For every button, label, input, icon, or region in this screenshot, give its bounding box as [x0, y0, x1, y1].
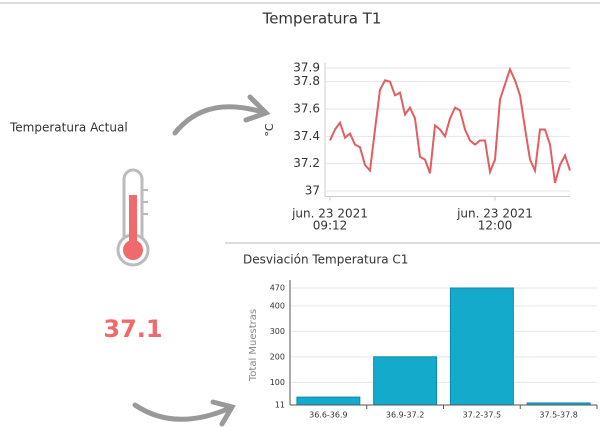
x-tick-label: jun. 23 2021 12:00 [456, 206, 533, 232]
y-tick-label: 37.9 [293, 60, 320, 74]
y-tick-label: 37.2 [293, 156, 320, 170]
chart-title: Desviación Temperatura C1 [243, 253, 408, 267]
y-axis-label: °C [263, 123, 276, 137]
x-tick-label: 36.9-37.2 [386, 411, 425, 420]
x-tick-label: 37.2-37.5 [463, 411, 502, 420]
thermometer-icon [116, 168, 150, 267]
page-title: Temperatura T1 [262, 10, 382, 28]
arrow-top [172, 94, 271, 136]
bar [449, 287, 514, 406]
y-tick-label: 200 [270, 352, 285, 361]
line-series [329, 66, 571, 184]
y-tick-label: 37.4 [293, 129, 320, 143]
bar [296, 396, 361, 406]
x-tick-label: 37.5-37.8 [539, 411, 578, 420]
y-tick-label: 470 [270, 284, 285, 293]
y-tick-label: 11 [275, 401, 285, 410]
x-tick-label: 36.6-36.9 [309, 411, 348, 420]
current-label: Temperatura Actual [9, 121, 128, 135]
bar [373, 356, 438, 406]
y-tick-label: 400 [270, 301, 285, 310]
y-tick-label: 300 [270, 327, 285, 336]
arrow-bottom [132, 399, 236, 427]
y-tick-label: 37.8 [293, 74, 320, 88]
current-value: 37.1 [103, 315, 162, 343]
y-tick-label: 100 [270, 378, 285, 387]
y-tick-label: 37 [305, 184, 320, 198]
x-tick-label: jun. 23 2021 09:12 [291, 206, 368, 232]
y-axis-label: Total Muestras [248, 309, 259, 382]
y-tick-label: 37.6 [293, 101, 320, 115]
